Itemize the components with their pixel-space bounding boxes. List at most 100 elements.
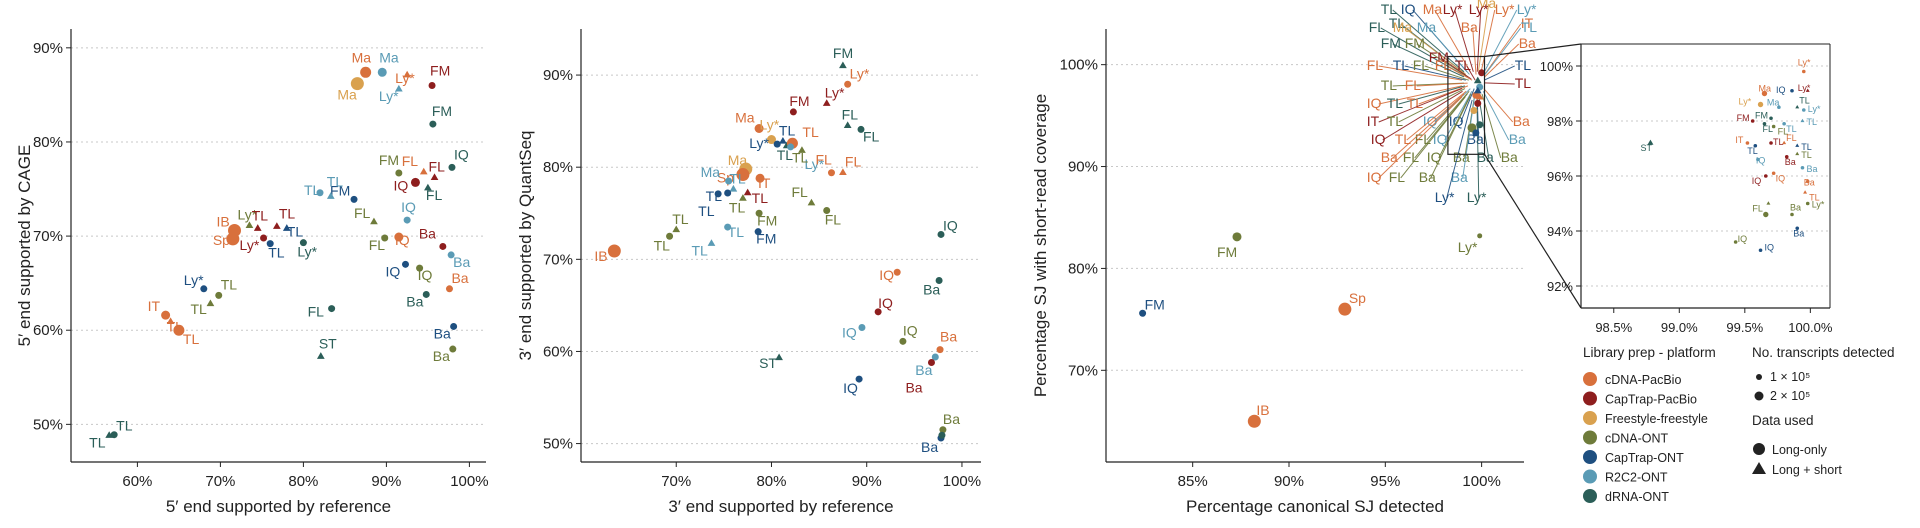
data-point-triangle — [1473, 76, 1482, 84]
data-point — [754, 123, 764, 133]
data-point — [724, 189, 732, 197]
leader-line — [1446, 99, 1473, 199]
data-point — [766, 135, 776, 145]
point-label: Ma — [728, 152, 748, 168]
y-tick-label: 90% — [1068, 159, 1098, 176]
point-label: IB — [217, 213, 230, 229]
point-label: IT — [1367, 113, 1380, 129]
point-label: Ba — [1519, 35, 1536, 51]
zoom-region-box — [1447, 55, 1486, 155]
data-point-triangle — [1647, 139, 1654, 145]
data-point — [1758, 248, 1763, 253]
legend-data-title: Data used — [1752, 413, 1814, 428]
point-label: TL — [691, 243, 708, 259]
data-point-triangle — [245, 221, 254, 228]
data-point — [1753, 143, 1758, 148]
leader-line — [1460, 88, 1475, 123]
point-label: TL — [729, 200, 746, 216]
point-label: FL — [1403, 149, 1420, 165]
data-point — [855, 375, 863, 383]
point-label: Ba — [943, 411, 960, 427]
point-label: Ly* — [1798, 83, 1811, 93]
point-label: FL — [369, 237, 386, 253]
leader-line — [1483, 65, 1515, 81]
data-point — [1756, 157, 1760, 162]
leader-line — [1477, 3, 1490, 71]
point-label: FL — [429, 159, 446, 175]
legend-size-small-marker — [1756, 374, 1762, 380]
data-point-triangle — [419, 167, 428, 175]
data-point-triangle — [166, 317, 175, 325]
data-point-triangle — [707, 239, 716, 246]
point-label: Ly* — [1517, 1, 1537, 17]
point-label: FM — [1381, 35, 1401, 51]
data-point — [939, 426, 947, 434]
data-point — [666, 232, 674, 240]
point-label: IT — [1735, 135, 1744, 145]
y-tick-label: 94% — [1547, 224, 1573, 239]
leader-line — [1406, 90, 1467, 141]
point-label: Ma — [1477, 0, 1497, 11]
point-label: Ba — [1785, 157, 1796, 167]
point-label: Ly* — [850, 65, 870, 81]
point-label: FL — [1389, 169, 1406, 185]
data-point-triangle — [779, 137, 787, 144]
point-label: Ma — [701, 164, 721, 180]
data-point — [447, 251, 455, 259]
point-label: TL — [252, 208, 269, 224]
point-label: FM — [1217, 244, 1237, 260]
point-label: FL — [1786, 133, 1797, 143]
point-label: TL — [1395, 131, 1412, 147]
point-label: Ba — [1461, 19, 1478, 35]
point-label: Ba — [940, 329, 957, 345]
data-point — [377, 67, 387, 77]
leader-line — [1398, 88, 1466, 123]
point-label: IQ — [1776, 173, 1786, 183]
point-label: Ba — [1790, 203, 1801, 213]
point-label: Ly* — [395, 70, 415, 86]
x-tick-label: 100.0% — [1788, 320, 1833, 335]
point-label: Ba — [1381, 149, 1398, 165]
data-point — [381, 234, 389, 242]
data-point — [110, 431, 118, 439]
point-label: FM — [1405, 35, 1425, 51]
data-point-triangle — [282, 224, 291, 231]
data-point — [448, 163, 456, 171]
data-point — [1745, 141, 1750, 145]
data-point — [1777, 105, 1781, 110]
point-label: Ba — [1793, 228, 1804, 238]
point-label: FL — [1369, 19, 1386, 35]
point-label: Ba — [406, 293, 423, 309]
zoom-connector-bottom — [1484, 153, 1582, 309]
data-point-triangle — [272, 222, 281, 229]
data-point-triangle — [430, 173, 439, 180]
data-point — [1477, 233, 1483, 239]
x-axis-label: 5′ end supported by reference — [166, 497, 391, 516]
data-point-triangle — [403, 70, 412, 78]
point-label: TL — [304, 182, 321, 198]
data-point — [1790, 212, 1794, 217]
point-label: TL — [221, 276, 238, 292]
data-point — [827, 169, 835, 177]
y-tick-label: 100% — [1540, 59, 1574, 74]
data-point — [1733, 240, 1738, 244]
data-point — [607, 244, 621, 258]
leader-line — [1434, 88, 1471, 123]
leader-line — [1416, 82, 1468, 87]
point-label: Ly* — [749, 135, 769, 151]
point-label: Ly* — [237, 207, 257, 223]
point-label: Ba — [1451, 169, 1468, 185]
data-point — [1763, 174, 1768, 178]
data-point — [714, 190, 722, 198]
data-point-triangle — [1795, 143, 1800, 147]
y-tick-label: 90% — [543, 67, 573, 84]
point-label: Ly* — [184, 272, 204, 288]
data-point — [1761, 90, 1768, 97]
point-label: TL — [728, 224, 745, 240]
point-label: TL — [268, 245, 285, 261]
data-point — [1476, 121, 1484, 129]
point-label: FM — [330, 182, 350, 198]
point-label: Ly* — [1812, 200, 1825, 210]
point-label: TL — [1381, 1, 1398, 17]
data-point — [857, 125, 865, 133]
